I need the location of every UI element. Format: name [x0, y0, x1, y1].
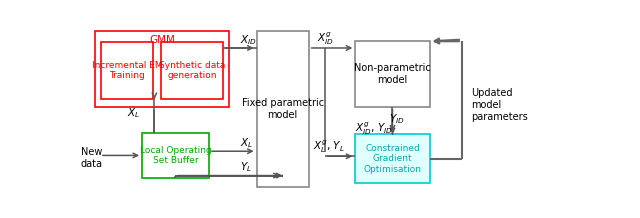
- Bar: [161, 42, 223, 99]
- Text: $Y_L$: $Y_L$: [240, 160, 252, 174]
- Text: $X_{ID}^{g}$, $Y_{ID}$: $X_{ID}^{g}$, $Y_{ID}$: [355, 121, 393, 137]
- Text: $X_L^{g}$, $Y_L$: $X_L^{g}$, $Y_L$: [313, 138, 345, 155]
- Text: $X_L$: $X_L$: [127, 107, 140, 121]
- Bar: [101, 42, 153, 99]
- Bar: [257, 31, 308, 187]
- Text: $X_{ID}^{g}$: $X_{ID}^{g}$: [317, 31, 334, 47]
- Text: Non-parametric
model: Non-parametric model: [354, 63, 431, 85]
- Text: Constrained
Gradient
Optimisation: Constrained Gradient Optimisation: [364, 144, 422, 174]
- Bar: [355, 135, 429, 183]
- Text: Local Operating
Set Buffer: Local Operating Set Buffer: [140, 146, 211, 165]
- Bar: [95, 31, 229, 107]
- Text: Incremental EM
Training: Incremental EM Training: [92, 61, 162, 80]
- Bar: [355, 41, 429, 107]
- Text: $X_{ID}$: $X_{ID}$: [240, 33, 257, 47]
- Text: New
data: New data: [81, 147, 103, 169]
- Text: $X_L$: $X_L$: [240, 136, 253, 150]
- Text: $Y_{ID}$: $Y_{ID}$: [388, 112, 404, 126]
- Bar: [142, 133, 209, 178]
- Text: GMM: GMM: [149, 36, 175, 45]
- Text: Fixed parametric
model: Fixed parametric model: [241, 99, 324, 120]
- Text: Updated
model
parameters: Updated model parameters: [471, 89, 527, 122]
- Text: Synthetic data
generation: Synthetic data generation: [159, 61, 225, 80]
